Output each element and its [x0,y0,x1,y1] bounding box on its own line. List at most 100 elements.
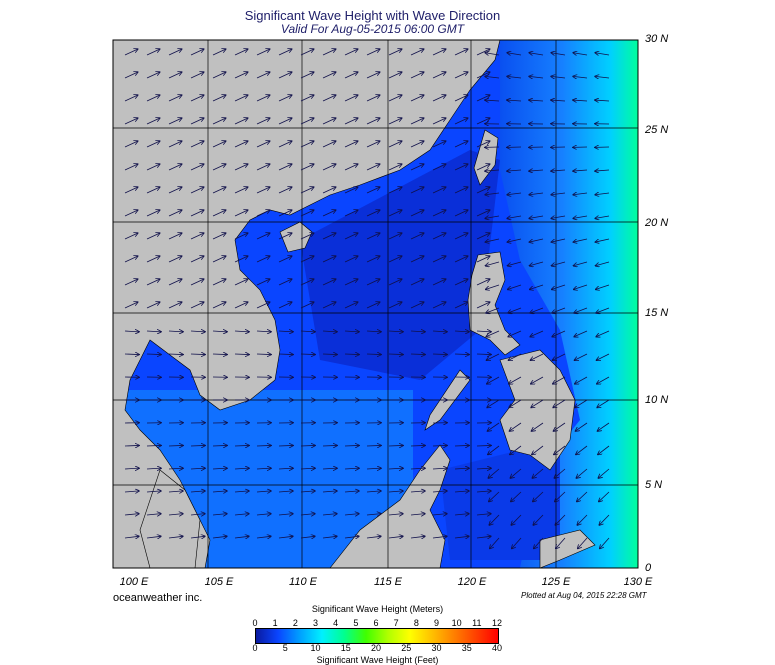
wave-arrow [212,49,226,56]
wave-arrow [344,468,359,469]
wave-arrow [278,279,292,286]
wave-arrow [168,445,183,446]
wave-arrow [555,514,566,525]
wave-arrow [552,353,566,360]
wave-arrow [554,468,566,478]
wave-arrow [278,95,292,102]
wave-arrow [322,468,337,469]
wave-arrow [454,536,469,538]
wave-arrow [476,536,491,538]
wave-arrow [599,491,610,502]
wave-arrow [256,514,271,515]
wave-arrow [596,353,610,360]
wave-arrow [509,399,522,407]
wave-arrow [256,141,270,148]
wave-arrow [212,302,226,309]
wave-arrow [530,307,544,313]
wave-arrow [344,445,359,446]
wave-arrow [596,330,610,337]
wave-arrow [256,72,270,79]
wave-arrow [596,284,610,289]
wave-arrow [190,331,205,332]
wave-arrow [146,445,161,446]
wave-arrow [574,307,588,313]
legend-colorbar [255,628,499,644]
wave-arrow [190,187,204,194]
wave-arrow [124,302,138,309]
wave-arrow [190,491,205,492]
wave-arrow [124,118,138,125]
wave-arrow [366,187,380,194]
feet-tick: 40 [491,643,502,653]
meters-tick: 11 [472,618,482,628]
wave-arrow [190,72,204,79]
wave-arrow [124,187,138,194]
wave-arrow [388,95,402,102]
wave-arrow [551,238,566,242]
wave-arrow [278,491,293,492]
wave-arrow [476,331,491,332]
wave-arrow [555,491,566,502]
wave-arrow [256,164,270,171]
wave-arrow [256,118,270,125]
wave-arrow [454,233,468,240]
wave-arrow [410,141,424,148]
wave-arrow [487,422,500,431]
meters-tick: 3 [312,618,318,628]
wave-arrow [432,210,446,217]
wave-arrow [366,49,380,56]
wave-arrow [168,95,182,102]
wave-arrow [476,302,490,309]
wave-arrow [532,445,544,455]
wave-arrow [454,187,468,194]
wave-arrow [410,72,424,79]
wave-arrow [168,331,183,332]
wave-arrow [596,261,610,266]
sea-east-pacific [500,40,638,568]
wave-arrow [146,536,161,538]
wave-arrow [476,72,490,79]
wave-arrow [600,537,610,548]
wave-arrow [508,307,522,313]
sea-central-deep [300,150,500,380]
wave-arrow [234,210,248,217]
wave-arrow [574,261,588,266]
wave-arrow [507,238,522,242]
wave-arrow [509,422,522,431]
wave-arrow [476,279,490,286]
feet-tick: 5 [282,643,288,653]
wave-arrow [212,233,226,240]
wave-arrow [508,353,522,360]
wave-arrow [508,330,522,337]
wave-arrow [454,279,468,286]
wave-arrow [300,445,315,446]
wave-arrow [322,354,337,355]
wave-arrow [124,445,139,446]
wave-arrow [595,53,610,55]
wave-arrow [388,491,403,492]
wave-arrow [124,491,139,492]
feet-tick: 35 [461,643,472,653]
wave-arrow [507,53,522,55]
wave-arrow [168,49,182,56]
wave-arrow [410,445,425,446]
wave-arrow [344,302,358,309]
wave-arrow [366,514,381,515]
wave-arrow [234,468,249,469]
wave-arrow [300,256,314,263]
lon-label-110e: 110 E [289,576,317,588]
wave-arrow [366,233,380,240]
feet-tick: 30 [431,643,442,653]
wave-arrow [551,100,566,101]
wave-arrow [124,468,139,469]
wave-arrow [212,95,226,102]
wave-arrow [322,331,337,332]
map-subtitle: Valid For Aug-05-2015 06:00 GMT [280,22,465,36]
wave-arrow [366,164,380,171]
wave-arrow [597,422,610,431]
wave-arrow [212,354,227,355]
wave-arrow [278,354,293,355]
wave-arrow [532,468,544,478]
wave-arrow [234,279,248,286]
